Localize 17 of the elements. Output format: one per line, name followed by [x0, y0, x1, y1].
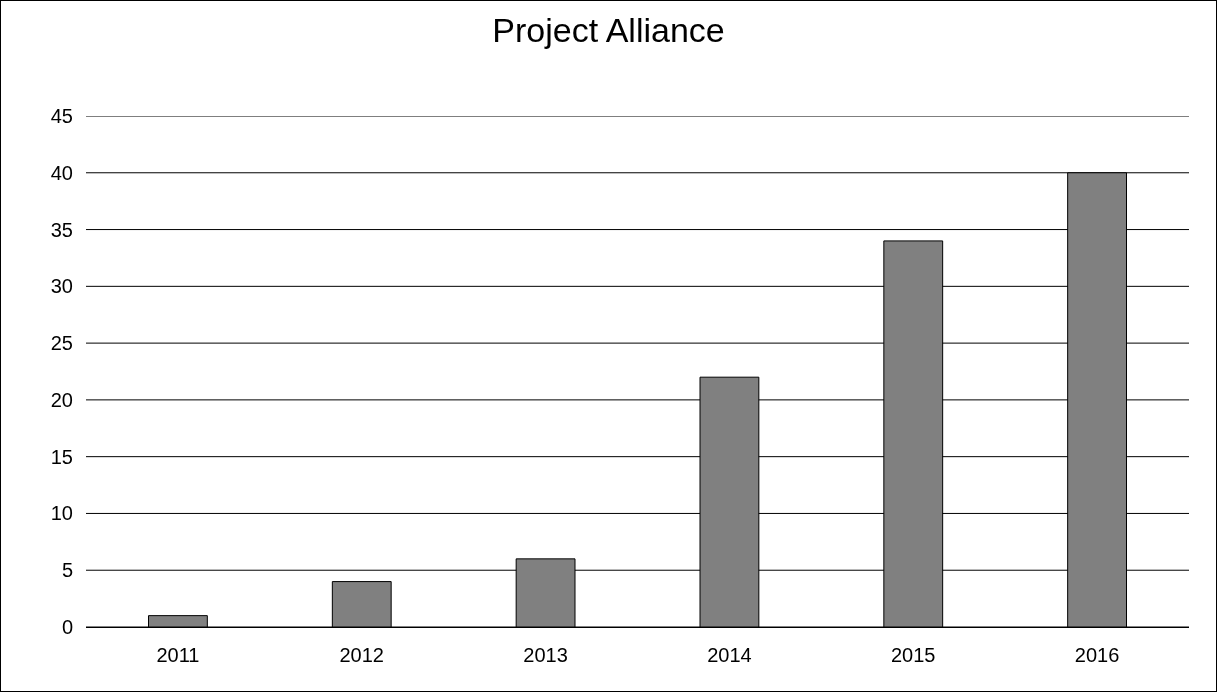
y-tick-label: 30: [50, 275, 73, 298]
x-tick-label: 2013: [523, 644, 568, 666]
y-tick-label: 40: [50, 161, 73, 184]
y-tick-label: 20: [50, 388, 73, 411]
x-tick-label: 2012: [339, 644, 384, 666]
y-tick-label: 35: [50, 218, 73, 241]
y-tick-label: 25: [50, 332, 73, 355]
x-tick-label: 2011: [156, 644, 200, 666]
y-tick-label: 5: [61, 559, 73, 582]
y-tick-label: 45: [50, 105, 73, 127]
y-tick-label: 10: [50, 502, 73, 525]
x-tick-label: 2014: [707, 644, 752, 666]
x-tick-label: 2015: [891, 644, 936, 666]
y-tick-label: 15: [50, 445, 73, 468]
chart-title: Project Alliance: [492, 11, 725, 50]
y-tick-label: 0: [61, 616, 73, 638]
x-tick-label: 2016: [1074, 644, 1120, 666]
